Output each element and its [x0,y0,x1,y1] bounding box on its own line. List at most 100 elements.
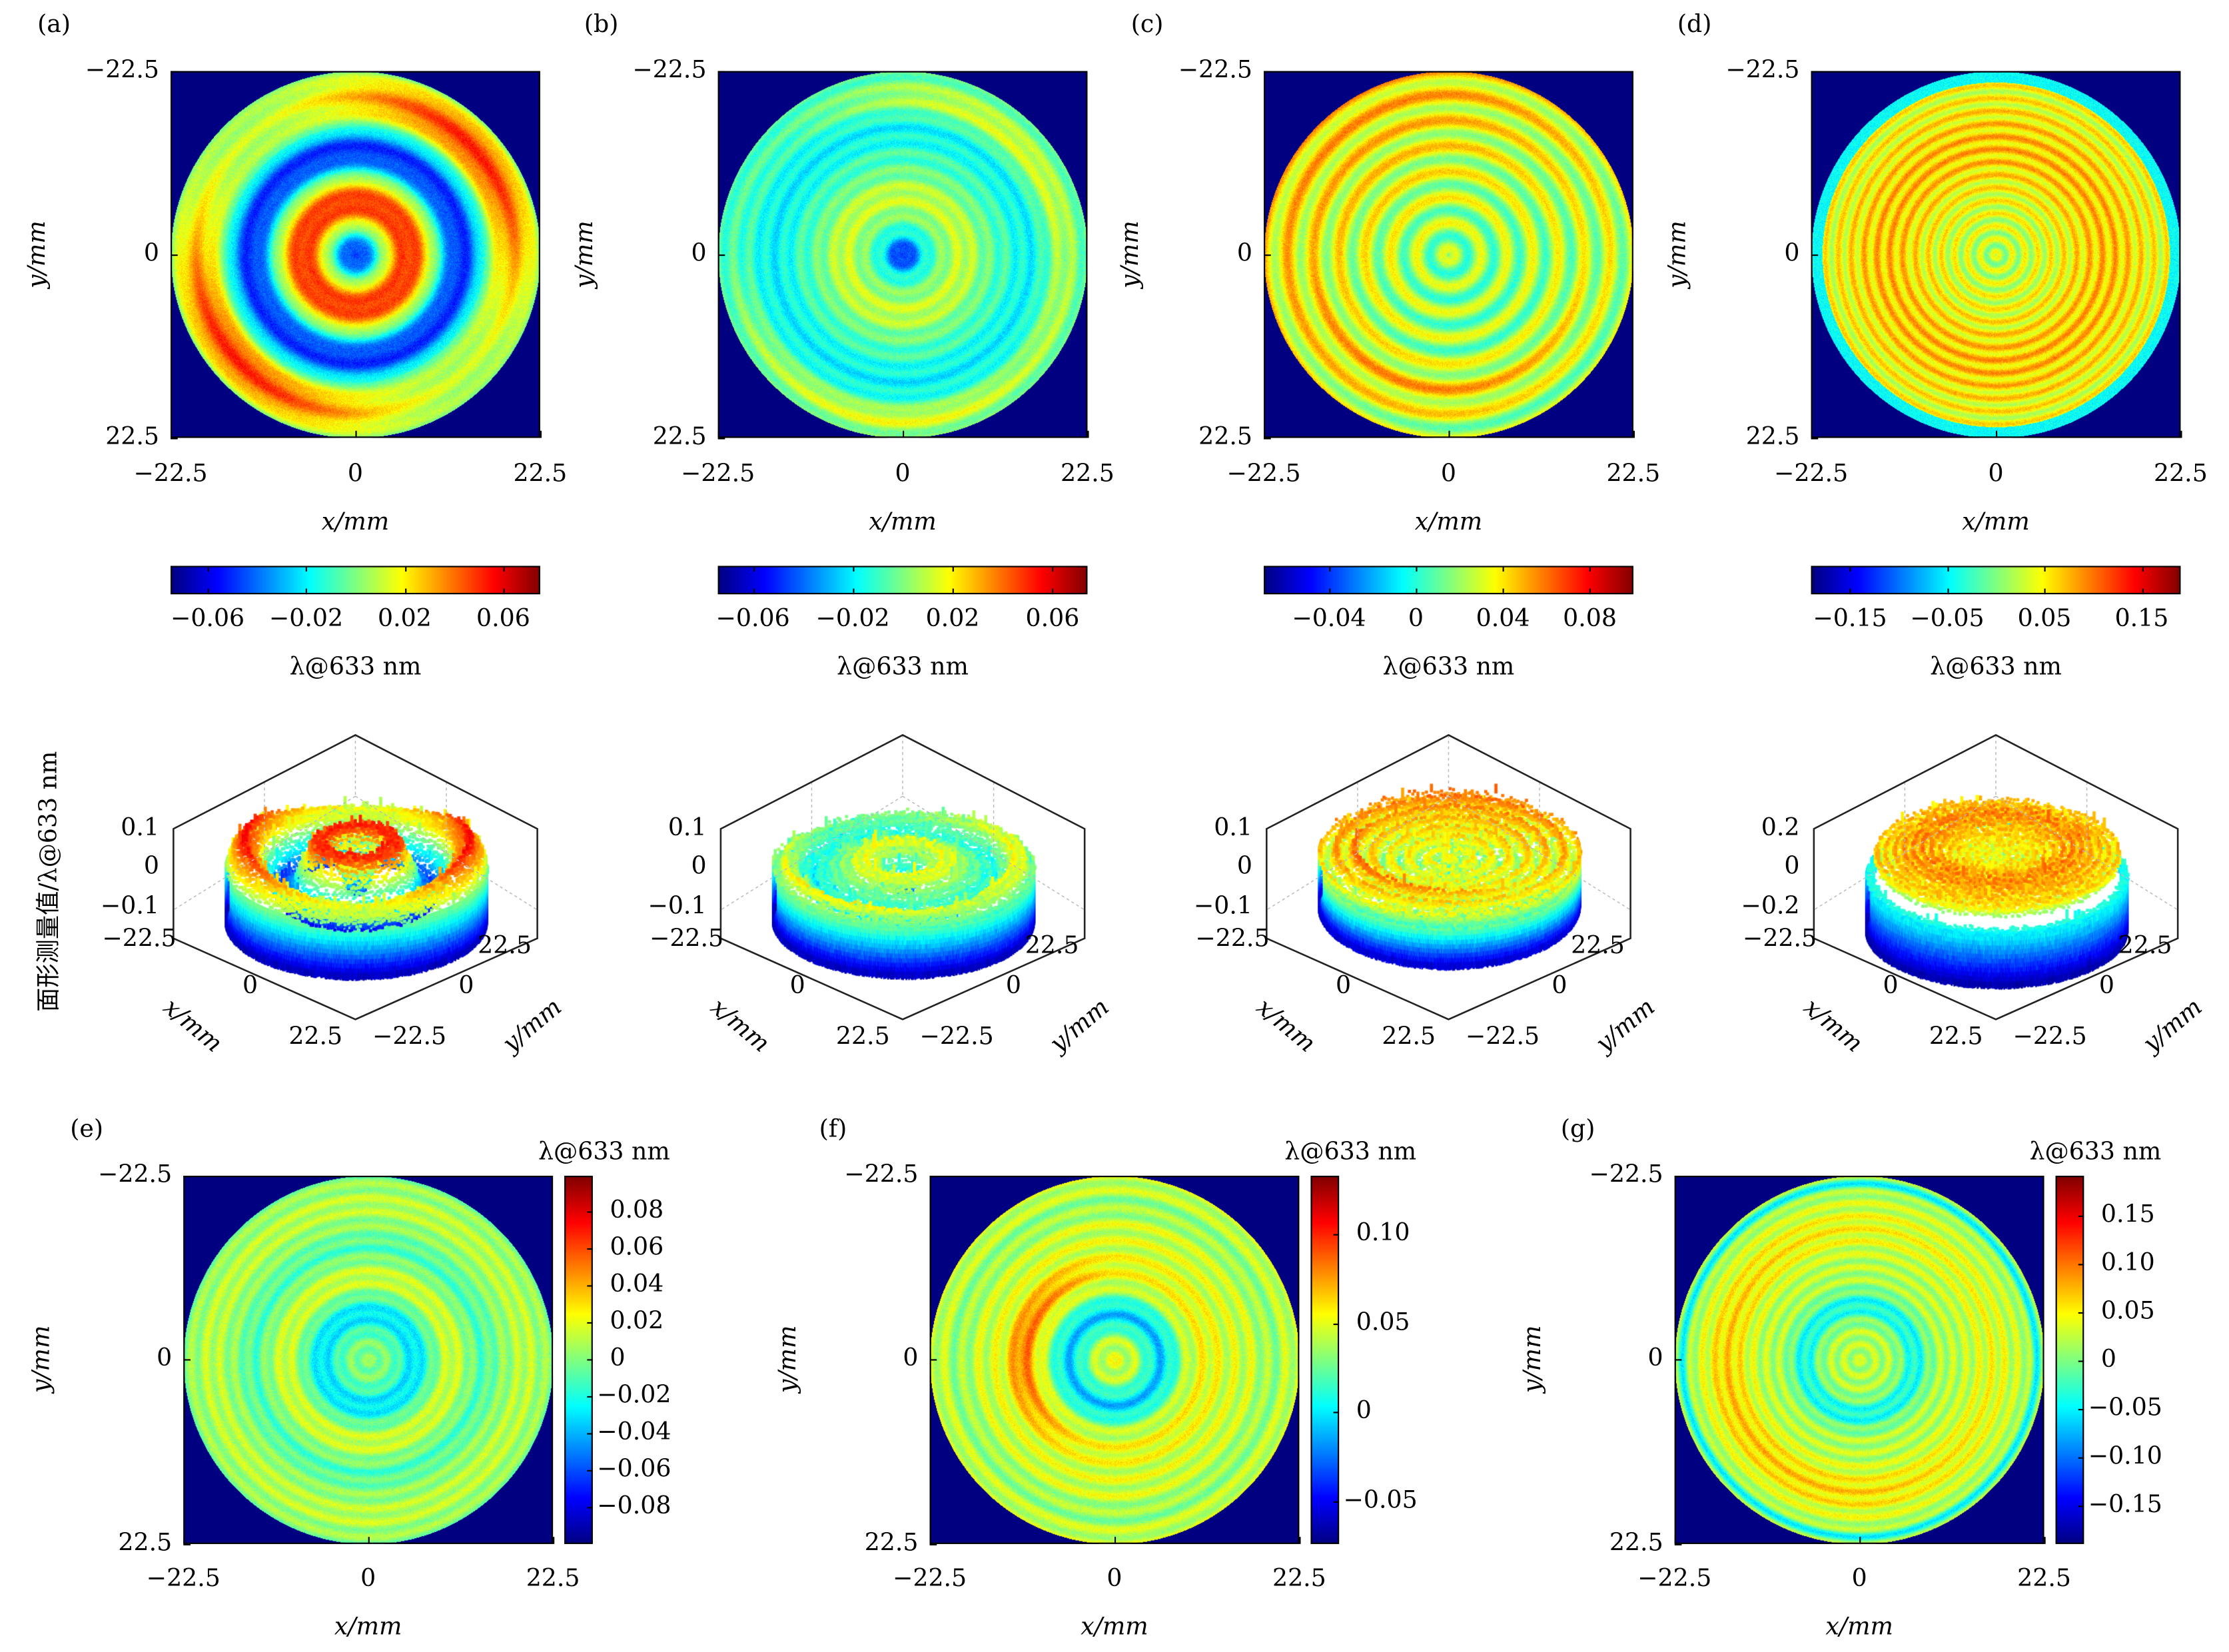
x-tick-label: 0 [1440,460,1456,489]
x-tick-mark [171,430,173,438]
colorbar-tick [306,588,308,595]
colorbar-tick [2044,588,2046,595]
colorbar-tick-label: 0.15 [2100,1200,2155,1229]
x-tick-mark [1859,1537,1861,1544]
x-axis-label: x/mm [1414,508,1483,537]
colorbar-tick [1328,588,1331,595]
y-tick-mark [183,1543,191,1545]
grid-lines [173,735,538,911]
x-tick-label: 0 [789,971,805,1001]
y-tick-label: 0 [143,239,159,268]
x-tick-label: 22.5 [1272,1564,1326,1593]
colorbar-tick-label: −0.06 [597,1455,671,1484]
x-tick-label: −22.5 [649,925,724,954]
colorbar-tick [587,1248,593,1250]
y-tick-label: −22.5 [1465,1023,1540,1052]
grid-lines [1813,735,2178,911]
heatmap-e [183,1176,554,1544]
colorbar-tick [1052,588,1055,595]
x-axis-label: x/mm [1962,508,2030,537]
colorbar-tick [1333,1323,1340,1325]
colorbar-tick [1052,566,1055,572]
y-axis-label: y/mm [773,1325,803,1394]
heatmap-a [171,71,540,438]
x-tick-label: −22.5 [892,1564,967,1593]
y-tick-mark [171,71,178,73]
colorbar-label: λ@633 nm [2029,1138,2162,1167]
colorbar-tick-label: −0.05 [1343,1486,1418,1515]
colorbar-tick [2078,1408,2084,1410]
x-tick-mark [1811,430,1813,438]
colorbar-tick-label: 0.10 [2100,1248,2155,1278]
colorbar-b [717,566,1088,595]
colorbar-tick-label: 0.06 [1025,605,1080,633]
y-tick-mark [1264,254,1271,256]
colorbar-label: λ@633 nm [289,653,422,682]
colorbar-tick-label: 0.05 [2100,1297,2155,1326]
colorbar-tick [587,1507,593,1509]
colorbar-tick-label: 0 [2100,1345,2117,1374]
colorbar-tick-label: 0.06 [610,1232,664,1262]
x-tick-label: 22.5 [1606,460,1661,489]
y-tick-label: 22.5 [1198,422,1252,452]
y-tick-label: 0 [1236,239,1252,268]
colorbar-tick [853,566,855,572]
x-tick-mark [355,430,357,438]
colorbar-tick-label: 0.02 [610,1307,664,1336]
x-tick-label: 0 [1335,971,1352,1001]
y-tick-mark [1811,254,1819,256]
y-tick-mark [183,1176,191,1178]
colorbar-tick-label: −0.15 [2088,1490,2162,1519]
x-tick-label: 0 [1883,971,1899,1001]
y-axis-label: y/mm [27,1325,57,1394]
colorbar-tick-label: −0.04 [1292,605,1366,633]
x-tick-label: 0 [1851,1564,1867,1593]
colorbar-tick-label: −0.02 [597,1381,671,1410]
hexagon-axes-frame [173,733,538,1021]
colorbar-tick [2078,1215,2084,1217]
colorbar-tick [306,566,308,572]
colorbar-label: λ@633 nm [1284,1138,1417,1167]
colorbar-tick-label: −0.05 [2088,1394,2162,1423]
colorbar-tick [2078,1360,2084,1362]
y-tick-label: −22.5 [1589,1160,1663,1190]
colorbar-tick [503,588,505,595]
x-tick-mark [540,430,542,438]
colorbar-tick [853,588,855,595]
colorbar-tick [1947,566,1949,572]
colorbar-tick [1333,1501,1340,1503]
colorbar-tick [1849,588,1852,595]
x-tick-label: 22.5 [835,1023,890,1052]
colorbar-tick-label: −0.02 [268,605,344,633]
colorbar-label: λ@633 nm [837,653,969,682]
colorbar-tick [753,588,755,595]
panel-label: (a) [37,11,71,39]
y-tick-label: 22.5 [1571,932,1625,961]
heatmap-b [717,71,1088,438]
x-tick-label: −22.5 [146,1564,221,1593]
y-tick-mark [1674,1359,1682,1361]
colorbar-tick-label: 0.02 [925,605,980,633]
y-tick-label: 0 [903,1344,919,1373]
colorbar-tick [952,566,955,572]
z-tick-label: 0 [143,852,159,881]
colorbar-tick [2078,1457,2084,1459]
colorbar-tick [1416,566,1418,572]
y-tick-label: 22.5 [1025,932,1079,961]
heatmap-f [929,1176,1300,1544]
colorbar-tick-label: −0.06 [715,605,790,633]
colorbar-tick [1947,588,1949,595]
colorbar-tick-label: 0 [610,1344,626,1373]
x-tick-mark [1087,430,1089,438]
colorbar-tick-label: 0.05 [1356,1308,1410,1337]
x-tick-label: 22.5 [1061,460,1114,489]
colorbar-tick [753,566,755,572]
y-tick-label: −22.5 [372,1023,447,1052]
z-tick-label: −0.1 [100,892,159,921]
colorbar-label: λ@633 nm [538,1138,670,1167]
z-tick-label: 0.1 [668,813,707,843]
grid-lines [720,735,1085,911]
hexagon-axes-frame [1266,733,1631,1021]
